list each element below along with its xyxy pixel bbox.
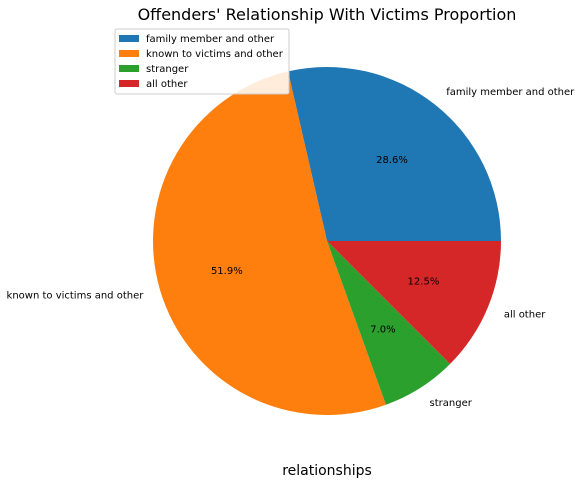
slice-category-label-2: known to victims and other	[7, 290, 145, 301]
slice-category-label-1: family member and other	[446, 87, 575, 98]
chart-title: Offenders' Relationship With Victims Pro…	[138, 5, 517, 24]
pie-slice-4	[327, 241, 501, 365]
pie-slice-1	[287, 67, 501, 241]
pie-slice-2	[153, 71, 386, 416]
legend-frame	[114, 28, 290, 95]
x-axis-label: relationships	[282, 463, 372, 479]
legend-swatch-3	[119, 65, 139, 72]
slice-percent-label-2: 51.9%	[211, 266, 243, 277]
slice-category-label-4: all other	[504, 310, 546, 321]
legend-swatch-4	[119, 80, 139, 87]
slice-percent-label-1: 28.6%	[376, 155, 408, 166]
legend-label-2: known to victims and other	[146, 49, 284, 60]
legend-label-1: family member and other	[146, 34, 275, 45]
legend-label-4: all other	[146, 79, 188, 90]
pie-labels: 28.6% family member and other 51.9% known t…	[7, 87, 576, 409]
legend-swatch-2	[119, 50, 139, 57]
slice-percent-label-3: 7.0%	[370, 325, 395, 336]
slice-category-label-3: stranger	[430, 398, 473, 409]
legend-swatch-1	[119, 35, 139, 42]
pie-slice-3	[327, 241, 451, 405]
legend-label-3: stranger	[146, 64, 189, 75]
slice-percent-label-4: 12.5%	[408, 276, 440, 287]
legend-items: family member and other known to victims …	[119, 34, 284, 90]
pie-slices	[153, 67, 501, 416]
legend: family member and other known to victims …	[114, 28, 290, 95]
